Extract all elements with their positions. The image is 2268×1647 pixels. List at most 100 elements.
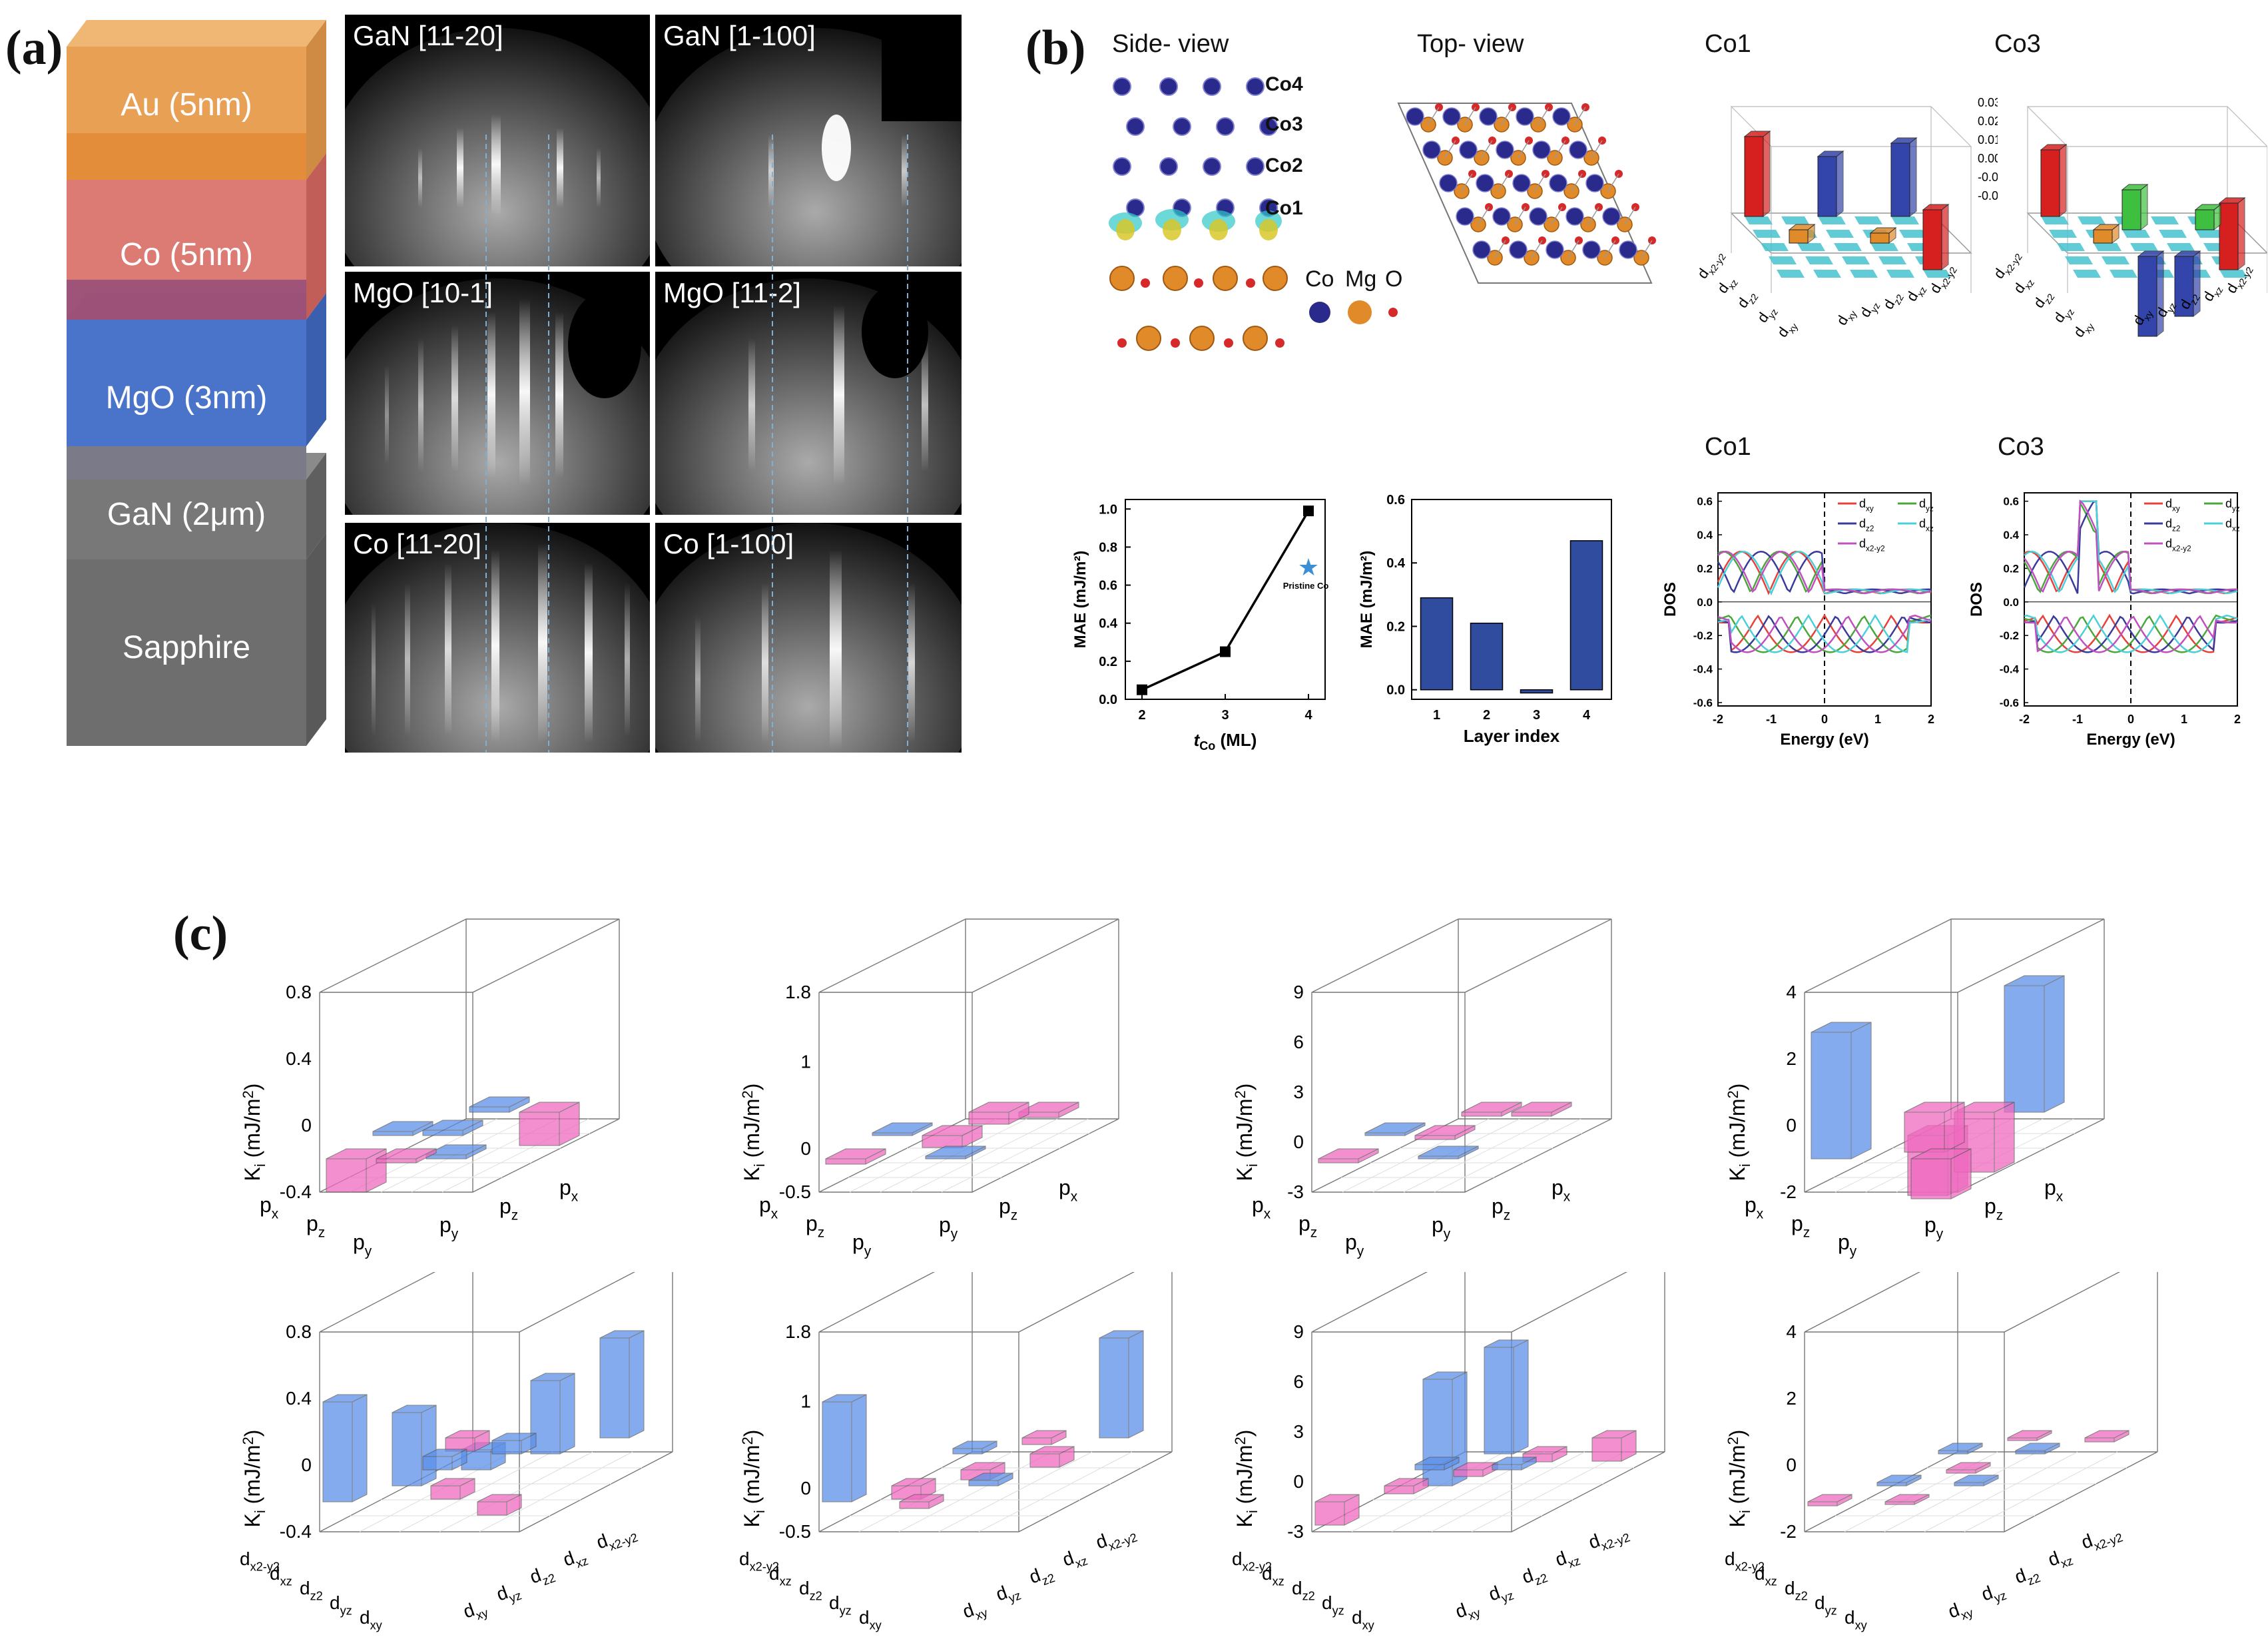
rheed-guide-lines bbox=[485, 135, 908, 753]
bar-top bbox=[960, 1462, 1005, 1471]
bar-side bbox=[2059, 143, 2067, 218]
d-axis-right-label: dxy bbox=[960, 1595, 990, 1626]
bar3d bbox=[952, 1441, 997, 1455]
z-tick-label: 0.8 bbox=[286, 982, 312, 1002]
co-atom bbox=[1582, 240, 1601, 259]
tile bbox=[2195, 230, 2223, 238]
legend-label: dyz bbox=[2225, 497, 2240, 513]
bar-top bbox=[1946, 1462, 1991, 1471]
bond bbox=[1607, 173, 1619, 192]
bar-front bbox=[1884, 1501, 1915, 1505]
bar-front bbox=[1811, 1032, 1852, 1159]
z-tick-label: 9 bbox=[1293, 1321, 1304, 1342]
z-tick-label: -0.5 bbox=[779, 1181, 811, 1202]
bar3d bbox=[825, 1148, 886, 1165]
d-axis-right-label: dz2 bbox=[527, 1560, 557, 1592]
p-axis-left-label: pz bbox=[806, 1211, 824, 1241]
bar-top bbox=[2004, 975, 2065, 986]
p-axis-right-label: pz bbox=[1492, 1194, 1510, 1223]
axes-box bbox=[818, 918, 1119, 1193]
d-axis-right-label: dxy bbox=[1452, 1595, 1482, 1626]
bar-front bbox=[392, 1412, 422, 1486]
bar-front bbox=[422, 1456, 453, 1471]
p-axis-left-label: py bbox=[1345, 1230, 1364, 1259]
p-axis-right-label: px bbox=[559, 1175, 579, 1205]
data-point bbox=[1303, 505, 1314, 517]
d-axis-left-label: dyz bbox=[829, 1592, 852, 1617]
tile bbox=[1753, 230, 1781, 238]
d-axis-left-label: dz2 bbox=[1785, 1578, 1808, 1602]
bar-front bbox=[1904, 1112, 1945, 1153]
bar3d bbox=[1414, 1125, 1476, 1140]
bar-front bbox=[372, 1131, 414, 1136]
p-axis-left-label: pz bbox=[1791, 1211, 1810, 1241]
x-axis-label: Energy (eV) bbox=[1780, 731, 1868, 749]
rheed-panel-mgo-11-2: MgO [11-2] bbox=[655, 272, 962, 515]
bar3d bbox=[422, 1449, 467, 1471]
grid-line bbox=[1434, 1118, 1581, 1193]
bar-top bbox=[1954, 1102, 2015, 1113]
dos-down-d_xy bbox=[1717, 613, 1932, 653]
bar bbox=[2137, 256, 2157, 337]
co-atom bbox=[1532, 141, 1551, 159]
grid-line bbox=[1964, 1451, 2118, 1532]
bar3d bbox=[1591, 1430, 1637, 1462]
tile bbox=[2159, 230, 2187, 238]
z-tick-label: 0 bbox=[800, 1478, 811, 1498]
z-tick-label: 2 bbox=[1786, 1388, 1797, 1409]
z-tick-label: 0 bbox=[1293, 1132, 1304, 1152]
p-axis-left-label: px bbox=[759, 1193, 778, 1222]
bar-top bbox=[1364, 1122, 1426, 1134]
bar-side bbox=[421, 1405, 437, 1486]
bar3d bbox=[422, 1120, 483, 1136]
axis-left-label: dx2-y2 bbox=[1990, 246, 2025, 284]
bar-top bbox=[1788, 224, 1816, 230]
axis-left-label: dyz bbox=[2050, 302, 2077, 328]
co-atom bbox=[1472, 240, 1491, 259]
co-atom bbox=[1442, 107, 1461, 126]
bar3d bbox=[425, 1144, 487, 1159]
z-axis-label: Ki (mJ/m2) bbox=[739, 1084, 768, 1181]
bar bbox=[2219, 202, 2239, 270]
orbital-bar3d-co3: 0.030.020.010.00-0.01-0.02MAE mJ/m²dx2-y… bbox=[1990, 106, 2267, 342]
legend-label: dx2-y2 bbox=[2165, 537, 2191, 553]
bar-top bbox=[968, 1473, 1013, 1481]
z-tick-label: 0.4 bbox=[286, 1388, 312, 1409]
co-atom bbox=[1509, 240, 1528, 259]
z-tick-label: 0 bbox=[301, 1115, 312, 1136]
d-axis-right-label: dyz bbox=[493, 1578, 523, 1609]
bond bbox=[1534, 173, 1546, 192]
layer-label-gan: GaN (2μm) bbox=[107, 497, 266, 532]
z-tick-label: -3 bbox=[1287, 1521, 1304, 1542]
y-tick-label: 0.4 bbox=[1697, 529, 1713, 541]
box-top bbox=[1311, 918, 1612, 993]
rheed-panel-co-1-100: Co [1-100] bbox=[655, 523, 962, 753]
panel-label-a: (a) bbox=[5, 21, 63, 75]
p-axis-right-label: pz bbox=[999, 1194, 1017, 1223]
bond bbox=[1444, 140, 1456, 159]
bar3d bbox=[1954, 1475, 1999, 1486]
bar-top bbox=[1938, 1443, 1983, 1451]
bar-top bbox=[599, 1330, 645, 1339]
x-tick-label: 1 bbox=[2181, 713, 2187, 726]
bar-top bbox=[376, 1148, 437, 1159]
bar-front bbox=[599, 1337, 630, 1439]
bar-side bbox=[1941, 203, 1949, 271]
bar3d bbox=[1938, 1443, 1983, 1455]
axis-left-label: dx2-y2 bbox=[1694, 246, 1729, 284]
tile bbox=[1777, 270, 1805, 278]
bond bbox=[1428, 107, 1440, 125]
bar-top bbox=[326, 1148, 387, 1159]
bond bbox=[1531, 240, 1543, 258]
tile bbox=[1834, 243, 1862, 251]
grid-line bbox=[479, 1451, 633, 1532]
bar bbox=[1890, 143, 1910, 217]
y-tick-label: -0.4 bbox=[1693, 663, 1713, 676]
x-tick-label: 1 bbox=[1874, 713, 1881, 726]
bar-top bbox=[925, 1146, 986, 1157]
axis-left-label: dxy bbox=[2070, 316, 2098, 342]
bar3d bbox=[599, 1330, 645, 1439]
bar-top bbox=[1021, 1430, 1067, 1439]
